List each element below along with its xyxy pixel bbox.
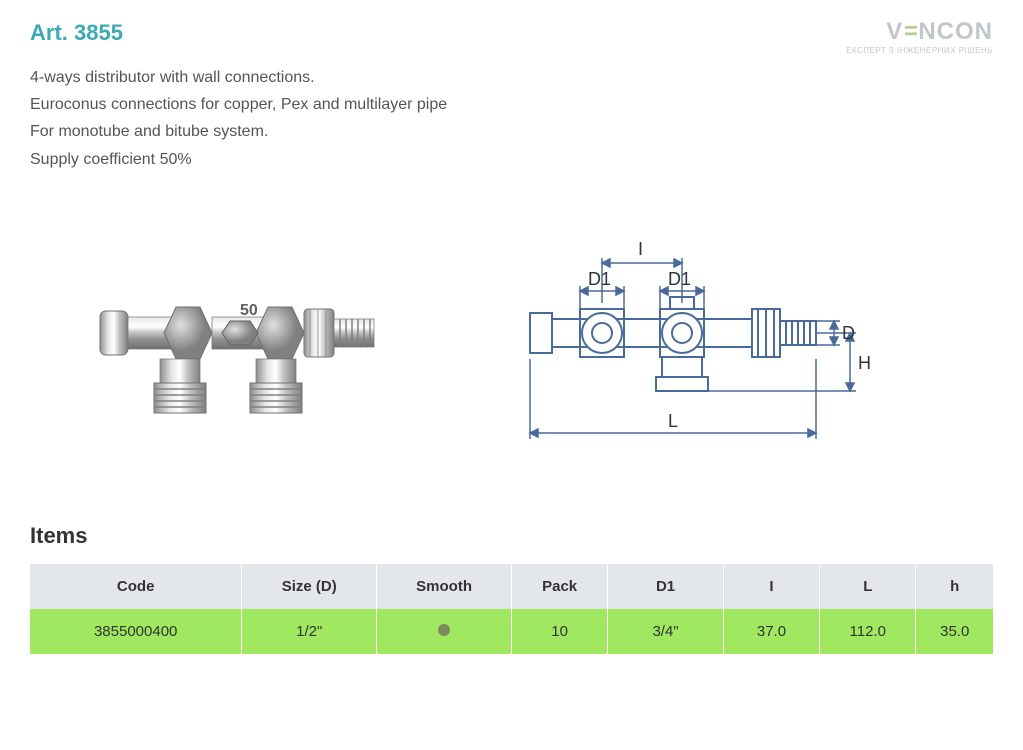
col-header-d1: D1 <box>608 564 724 609</box>
watermark-logo: V=NCON ЕКСПЕРТ З ІНЖЕНЕРНИХ РІШЕНЬ <box>846 18 993 55</box>
col-header-code: Code <box>30 564 242 609</box>
brand-post: NCON <box>918 18 993 45</box>
watermark-brand: V=NCON <box>846 18 993 46</box>
cell-l: 112.0 <box>820 609 916 654</box>
technical-drawing: I D1 D1 D H L <box>490 203 890 483</box>
cell-smooth <box>377 609 512 654</box>
col-header-pack: Pack <box>511 564 607 609</box>
col-header-l: L <box>820 564 916 609</box>
description-line: For monotube and bitube system. <box>30 118 993 145</box>
images-area: 50 <box>70 203 993 483</box>
dim-label-d1-left: D1 <box>588 269 611 289</box>
cell-h: 35.0 <box>916 609 993 654</box>
watermark-tagline: ЕКСПЕРТ З ІНЖЕНЕРНИХ РІШЕНЬ <box>846 46 993 55</box>
dim-label-l: L <box>668 411 678 431</box>
svg-text:50: 50 <box>240 302 258 319</box>
table-row: 3855000400 1/2" 10 3/4" 37.0 112.0 35.0 <box>30 609 993 654</box>
dim-label-i: I <box>638 239 643 259</box>
table-header-row: Code Size (D) Smooth Pack D1 I L h <box>30 564 993 609</box>
dim-label-h: H <box>858 353 871 373</box>
col-header-h: h <box>916 564 993 609</box>
description-line: 4-ways distributor with wall connections… <box>30 64 993 91</box>
product-photo: 50 <box>70 233 450 453</box>
col-header-size: Size (D) <box>242 564 377 609</box>
dim-label-d: D <box>842 323 855 343</box>
description-line: Supply coefficient 50% <box>30 146 993 173</box>
cell-pack: 10 <box>511 609 607 654</box>
brand-pre: V <box>886 18 903 45</box>
article-description: 4-ways distributor with wall connections… <box>30 64 993 173</box>
col-header-smooth: Smooth <box>377 564 512 609</box>
cell-i: 37.0 <box>723 609 819 654</box>
cell-code: 3855000400 <box>30 609 242 654</box>
smooth-dot-icon <box>438 624 450 636</box>
description-line: Euroconus connections for copper, Pex an… <box>30 91 993 118</box>
dim-label-d1-right: D1 <box>668 269 691 289</box>
cell-size: 1/2" <box>242 609 377 654</box>
brand-accent: = <box>903 18 918 45</box>
col-header-i: I <box>723 564 819 609</box>
items-heading: Items <box>30 523 993 549</box>
items-table: Code Size (D) Smooth Pack D1 I L h 38550… <box>30 564 993 654</box>
cell-d1: 3/4" <box>608 609 724 654</box>
